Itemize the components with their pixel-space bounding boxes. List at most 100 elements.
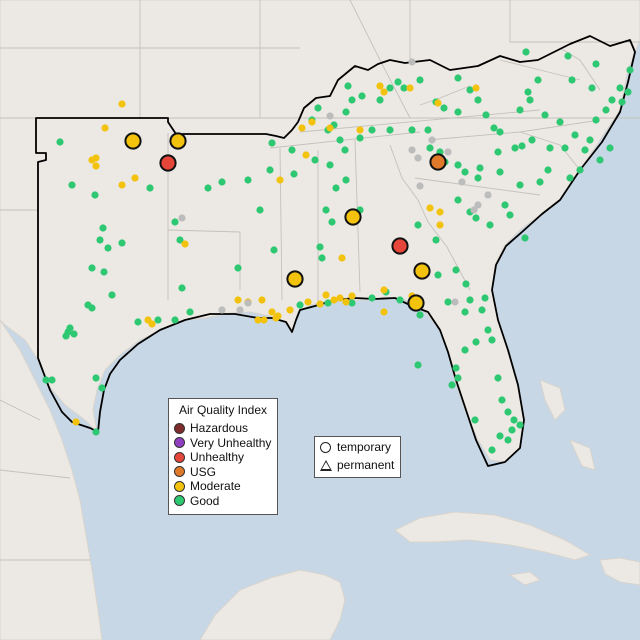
good-monitor-marker	[466, 86, 474, 94]
moderate-swatch	[174, 480, 185, 492]
good-monitor-marker	[348, 299, 356, 307]
no-data-monitor-marker	[178, 214, 186, 222]
good-monitor-marker	[596, 156, 604, 164]
legend-row-hazardous: Hazardous	[169, 421, 277, 436]
no-data-monitor-marker	[218, 306, 226, 314]
very-unhealthy-swatch	[174, 437, 185, 449]
good-monitor-marker	[62, 332, 70, 340]
yucatan-land	[199, 569, 346, 640]
good-monitor-marker	[536, 178, 544, 186]
no-data-monitor-marker	[470, 206, 478, 214]
good-monitor-marker	[348, 96, 356, 104]
good-monitor-marker	[414, 221, 422, 229]
good-monitor-marker	[474, 96, 482, 104]
moderate-monitor-marker	[254, 316, 262, 324]
good-monitor-marker	[266, 166, 274, 174]
good-monitor-marker	[571, 131, 579, 139]
moderate-monitor-marker	[472, 84, 480, 92]
no-data-monitor-marker	[474, 201, 482, 209]
moderate-monitor-marker	[356, 126, 364, 134]
moderate-monitor-marker	[181, 240, 189, 248]
good-monitor-marker	[496, 168, 504, 176]
good-monitor-marker	[608, 96, 616, 104]
good-monitor-marker	[311, 156, 319, 164]
good-monitor-marker	[268, 139, 276, 147]
legend-label: permanent	[337, 458, 395, 472]
good-monitor-marker	[56, 138, 64, 146]
state-border-line	[349, 0, 411, 119]
good-monitor-marker	[482, 111, 490, 119]
moderate-monitor-marker	[348, 292, 356, 300]
no-data-monitor-marker	[408, 58, 416, 66]
good-monitor-marker	[48, 376, 56, 384]
good-monitor-marker	[454, 374, 462, 382]
moderate-monitor-marker	[101, 124, 109, 132]
good-monitor-marker	[244, 176, 252, 184]
usg-temporary-monitor	[429, 153, 447, 171]
good-monitor-marker	[108, 291, 116, 299]
state-border-line	[499, 59, 581, 81]
moderate-monitor-marker	[92, 154, 100, 162]
moderate-monitor-marker	[330, 296, 338, 304]
good-monitor-marker	[626, 66, 634, 74]
good-monitor-marker	[561, 144, 569, 152]
good-monitor-marker	[396, 296, 404, 304]
good-monitor-marker	[434, 271, 442, 279]
good-monitor-marker	[472, 214, 480, 222]
good-monitor-marker	[508, 426, 516, 434]
good-monitor-marker	[416, 311, 424, 319]
no-data-monitor-marker	[416, 182, 424, 190]
good-monitor-marker	[541, 111, 549, 119]
good-monitor-marker	[328, 218, 336, 226]
moderate-monitor-marker	[72, 418, 80, 426]
good-monitor-marker	[91, 191, 99, 199]
legend-title: Air Quality Index	[178, 403, 268, 417]
good-monitor-marker	[581, 146, 589, 154]
good-monitor-marker	[324, 299, 332, 307]
legend-row-unhealthy: Unhealthy	[169, 450, 277, 465]
good-monitor-marker	[218, 178, 226, 186]
no-data-monitor-marker	[428, 136, 436, 144]
good-monitor-marker	[528, 136, 536, 144]
good-monitor-marker	[134, 318, 142, 326]
good-monitor-marker	[344, 82, 352, 90]
hispaniola-land	[599, 557, 640, 586]
good-monitor-marker	[316, 243, 324, 251]
good-monitor-marker	[474, 174, 482, 182]
moderate-temporary-monitor	[169, 132, 187, 150]
legend-label: Hazardous	[190, 421, 249, 436]
good-monitor-marker	[342, 176, 350, 184]
good-monitor-marker	[92, 374, 100, 382]
good-monitor-marker	[488, 336, 496, 344]
good-monitor-marker	[88, 264, 96, 272]
state-border-line	[0, 469, 71, 479]
good-monitor-marker	[234, 264, 242, 272]
good-monitor-marker	[414, 361, 422, 369]
good-monitor-marker	[588, 84, 596, 92]
moderate-temporary-monitor	[344, 208, 362, 226]
moderate-temporary-monitor	[286, 270, 304, 288]
good-monitor-marker	[256, 206, 264, 214]
good-monitor-marker	[104, 244, 112, 252]
good-monitor-marker	[546, 144, 554, 152]
good-monitor-marker	[484, 326, 492, 334]
moderate-monitor-marker	[436, 221, 444, 229]
good-monitor-marker	[516, 181, 524, 189]
good-monitor-marker	[426, 144, 434, 152]
moderate-monitor-marker	[342, 298, 350, 306]
legend-label: USG	[190, 464, 217, 479]
good-monitor-marker	[408, 126, 416, 134]
good-monitor-marker	[448, 381, 456, 389]
good-monitor-marker	[454, 108, 462, 116]
good-monitor-marker	[498, 396, 506, 404]
unhealthy-temporary-monitor	[391, 237, 409, 255]
monitor-type-legend: temporary permanent	[314, 436, 401, 478]
hazardous-swatch	[174, 422, 185, 434]
good-monitor-marker	[100, 268, 108, 276]
monitor-markers[interactable]	[42, 48, 634, 454]
good-monitor-marker	[544, 166, 552, 174]
moderate-temporary-monitor	[124, 132, 142, 150]
good-monitor-marker	[501, 201, 509, 209]
good-monitor-marker	[576, 166, 584, 174]
